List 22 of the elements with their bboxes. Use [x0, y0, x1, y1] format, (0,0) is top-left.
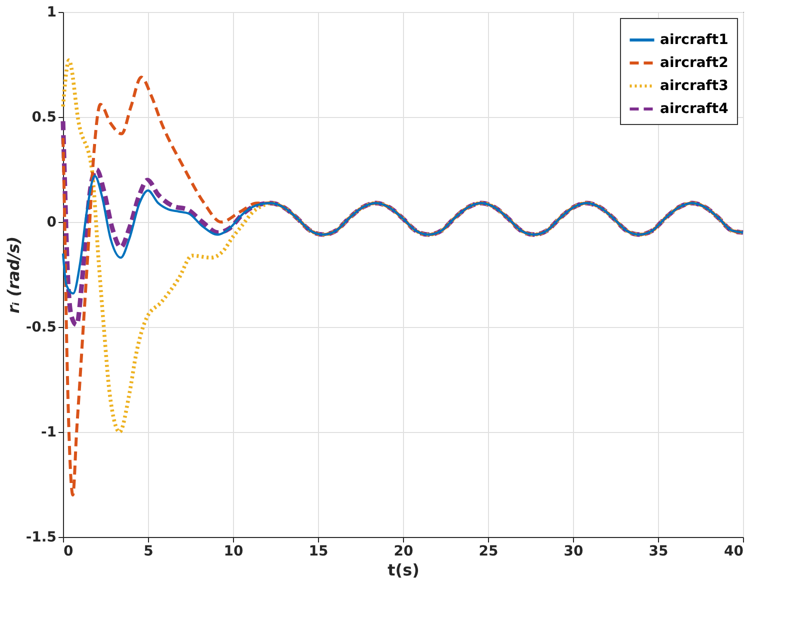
x-tick-label: 35 [648, 544, 668, 560]
y-tick-label: -0.5 [26, 320, 56, 336]
y-axis-title: rᵢ (rad/s) [4, 236, 23, 314]
y-tick-label: 0.5 [32, 110, 56, 126]
legend-label: aircraft4 [660, 101, 729, 117]
y-tick-label: -1 [40, 424, 56, 440]
line-series [62, 174, 744, 294]
y-tick-label: 0 [46, 214, 57, 230]
legend-label: aircraft2 [660, 55, 728, 71]
x-tick-label: 25 [478, 544, 498, 560]
x-axis-title: t(s) [388, 560, 420, 580]
x-tick-label: 15 [308, 544, 328, 560]
x-tick-label: 40 [724, 544, 744, 560]
x-tick-label: 30 [564, 544, 584, 560]
x-tick-label: 10 [224, 544, 244, 560]
x-tick-label: 5 [144, 544, 154, 560]
x-tick-label: 20 [394, 544, 414, 560]
legend-label: aircraft1 [660, 32, 728, 48]
x-tick-label: 0 [64, 544, 74, 560]
y-tick-label: 1 [46, 4, 56, 20]
y-tick-label: -1.5 [26, 530, 56, 546]
legend-label: aircraft3 [660, 78, 728, 94]
